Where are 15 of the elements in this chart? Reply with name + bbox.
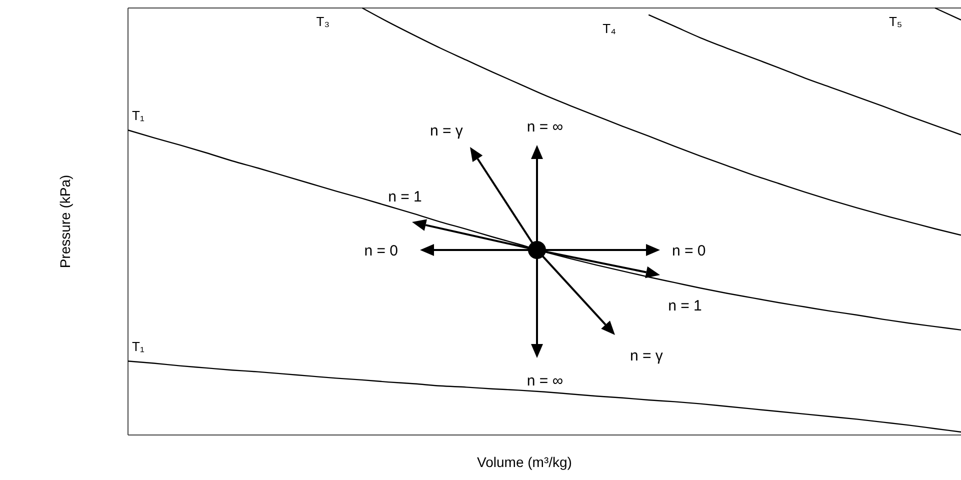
x-axis-title: Volume (m³/kg) bbox=[477, 454, 572, 470]
annotation: n = γ bbox=[630, 347, 664, 364]
text: T₄ bbox=[602, 20, 616, 36]
annotation: n = 1 bbox=[668, 297, 702, 314]
annotation: n = 0 bbox=[672, 242, 706, 260]
annotation: n = ∞ bbox=[526, 372, 564, 390]
annotation: n = ∞ bbox=[526, 118, 564, 136]
series-label: T₁ bbox=[132, 339, 145, 354]
annotation: n = 0 bbox=[364, 242, 398, 260]
text: T₃ bbox=[316, 14, 330, 29]
annotation: n = 1 bbox=[388, 188, 422, 206]
series-label: T₁ bbox=[132, 108, 145, 124]
y-axis-title: Pressure (kPa) bbox=[57, 174, 73, 268]
annotation: n = γ bbox=[430, 122, 464, 140]
text: T₅ bbox=[888, 14, 902, 29]
